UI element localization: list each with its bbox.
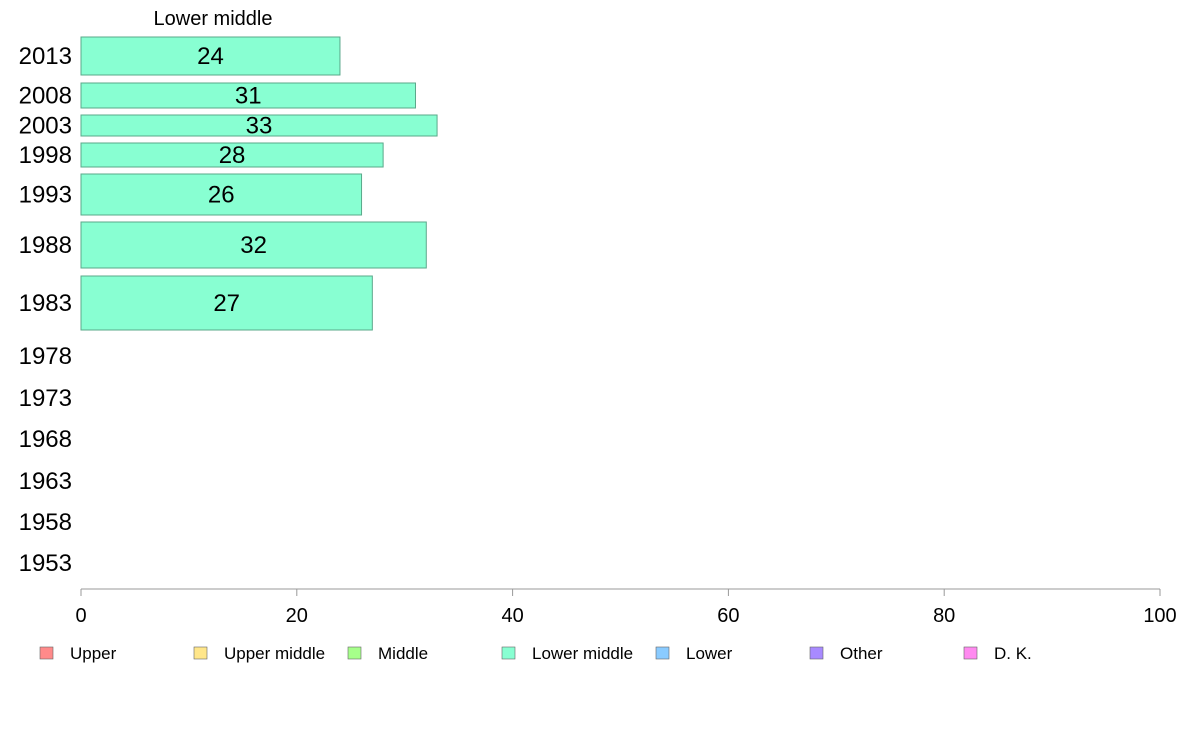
legend-swatch — [501, 646, 516, 660]
category-label-1958: 1958 — [19, 509, 72, 536]
category-label-1988: 1988 — [19, 232, 72, 259]
category-label-1968: 1968 — [19, 426, 72, 453]
bar-1998 — [80, 142, 384, 168]
bar-2003 — [80, 114, 438, 137]
data-label-1988: 32 — [240, 232, 267, 259]
x-tick-label-40: 40 — [501, 605, 523, 627]
legend-swatch — [193, 646, 208, 660]
legend-swatch — [963, 646, 978, 660]
legend-swatch — [809, 646, 824, 660]
legend: Upper Upper middle Middle Lower middle Lower… — [39, 644, 1032, 663]
bar-1983 — [80, 275, 373, 331]
x-tick-label-20: 20 — [286, 605, 308, 627]
legend-swatch — [655, 646, 670, 660]
legend-label: Middle — [378, 644, 428, 663]
category-label-2013: 2013 — [19, 43, 72, 70]
data-label-2008: 31 — [235, 83, 262, 110]
data-label-1998: 28 — [219, 142, 246, 169]
x-axis: 0 20 40 60 80 100 — [75, 588, 1177, 627]
x-tick-label-60: 60 — [717, 605, 739, 627]
legend-label: D. K. — [994, 644, 1032, 663]
data-label-2003: 33 — [246, 113, 273, 140]
bar-1988 — [80, 221, 427, 269]
bar-2008 — [80, 82, 416, 109]
x-tick-label-0: 0 — [75, 605, 86, 627]
legend-label: Lower — [686, 644, 733, 663]
data-label-2013: 24 — [197, 43, 224, 70]
legend-swatch — [347, 646, 362, 660]
category-label-1998: 1998 — [19, 142, 72, 169]
category-label-1963: 1963 — [19, 468, 72, 495]
data-label-1983: 27 — [213, 290, 240, 317]
chart-title: Lower middle — [154, 8, 273, 30]
x-tick-label-100: 100 — [1143, 605, 1176, 627]
category-label-1983: 1983 — [19, 290, 72, 317]
data-label-1993: 26 — [208, 182, 235, 209]
legend-label: Lower middle — [532, 644, 633, 663]
category-label-2008: 2008 — [19, 83, 72, 110]
category-label-1973: 1973 — [19, 385, 72, 412]
legend-label: Upper — [70, 644, 117, 663]
bar-2013 — [80, 36, 341, 76]
legend-swatch — [39, 646, 54, 660]
category-label-2003: 2003 — [19, 113, 72, 140]
category-label-1978: 1978 — [19, 343, 72, 370]
category-label-1993: 1993 — [19, 182, 72, 209]
legend-label: Upper middle — [224, 644, 325, 663]
category-label-1953: 1953 — [19, 550, 72, 577]
bar-1993 — [80, 173, 363, 216]
legend-label: Other — [840, 644, 883, 663]
x-tick-label-80: 80 — [933, 605, 955, 627]
